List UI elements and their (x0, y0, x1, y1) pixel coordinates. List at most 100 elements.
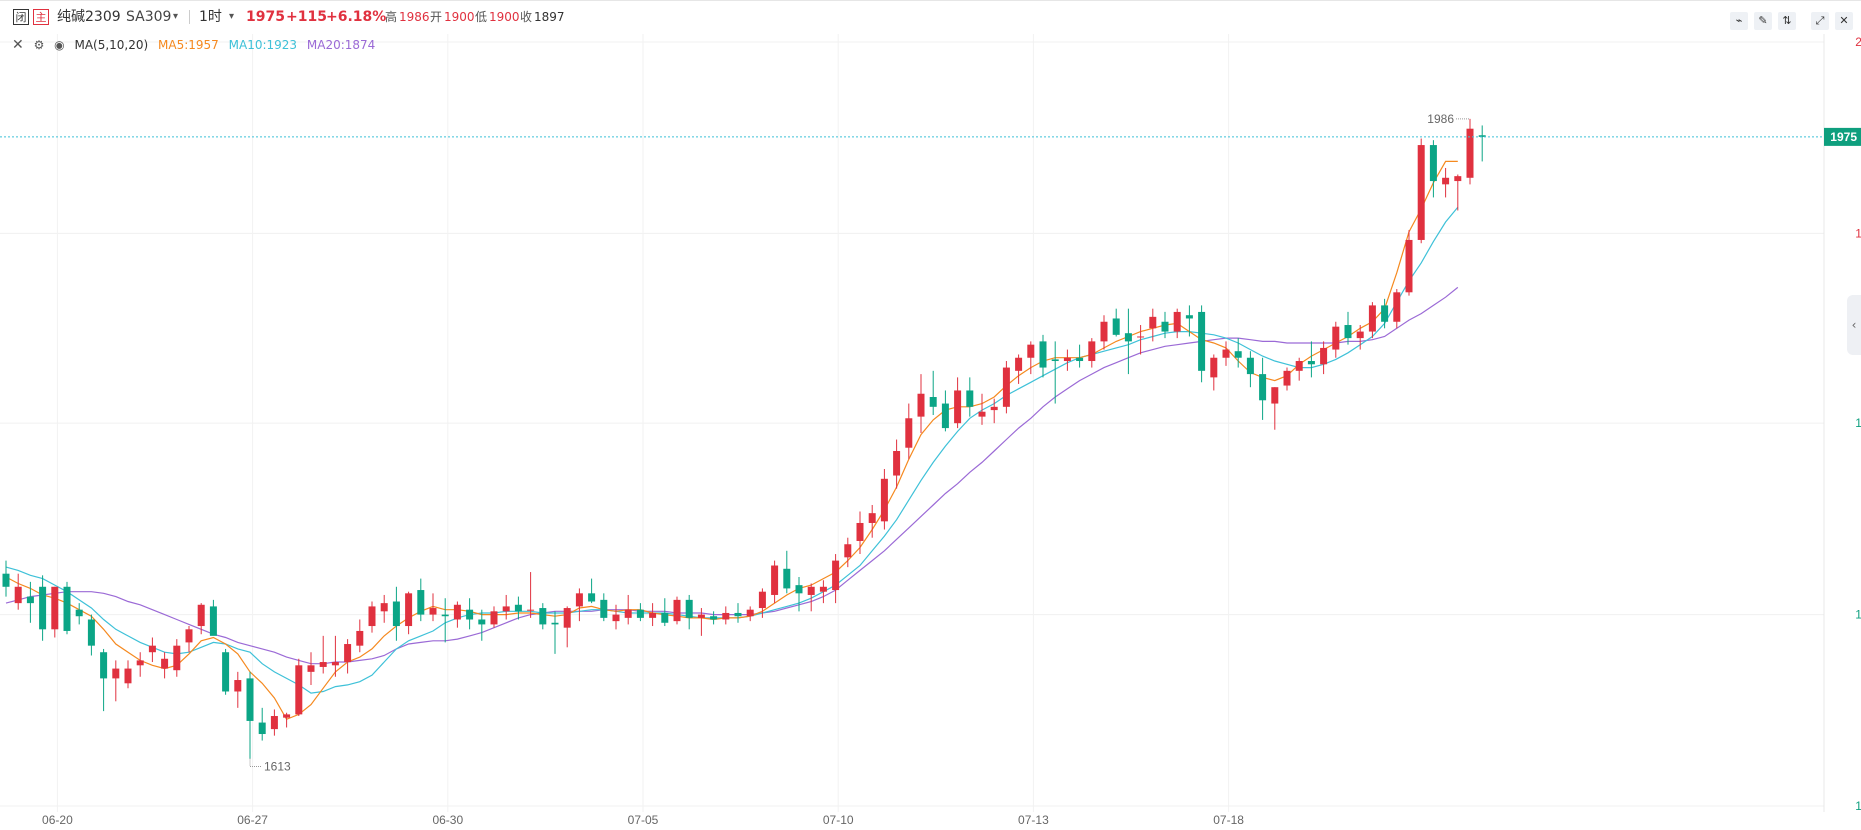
instrument-code[interactable]: SA309 (126, 9, 172, 25)
candle-body (1039, 341, 1047, 368)
period-select[interactable]: 1时 (199, 9, 222, 25)
candle-body (1051, 359, 1059, 362)
candle (234, 671, 242, 708)
chevron-down-icon[interactable]: ▾ (229, 11, 235, 22)
close-icon[interactable]: ✕ (12, 37, 24, 53)
candle (270, 709, 278, 736)
candle (380, 594, 388, 623)
candle (161, 652, 169, 679)
candle-body (1283, 370, 1291, 386)
collapse-panel-icon[interactable]: ‹ (1847, 295, 1861, 355)
candle (1185, 305, 1193, 337)
chevron-down-icon[interactable]: ▾ (173, 11, 179, 22)
candle-body (1295, 361, 1303, 371)
candle-body (917, 393, 925, 417)
candle (1356, 325, 1364, 350)
candle-body (1356, 331, 1364, 339)
candle (807, 583, 815, 612)
min-price-label: 1613 (264, 760, 291, 774)
candle (1198, 305, 1206, 383)
ma5-line (5, 160, 1458, 721)
candle (1039, 334, 1047, 378)
candle (612, 604, 620, 630)
candle (771, 560, 779, 604)
candle (1063, 349, 1071, 371)
expand-icon[interactable]: ⤢ (1811, 12, 1829, 30)
close-market-badge[interactable]: 闭 (13, 9, 29, 25)
candle-body (905, 418, 913, 448)
candle (649, 603, 657, 627)
candle (331, 635, 339, 677)
eye-icon[interactable]: ◉ (54, 38, 65, 52)
candle (551, 611, 559, 654)
time-tick-label: 07-10 (823, 813, 854, 827)
candle (39, 575, 47, 641)
candle-body (990, 406, 998, 411)
indicator-legend: ✕ ⚙ ◉ MA(5,10,20) MA5:1957 MA10:1923 MA2… (12, 36, 381, 54)
candle (1344, 311, 1352, 345)
divider (189, 10, 190, 24)
candle (1283, 367, 1291, 391)
candle (502, 594, 510, 620)
high-label: 高 (385, 10, 398, 24)
candle (392, 586, 400, 641)
candle (966, 377, 974, 417)
candle (832, 554, 840, 604)
candle-body (441, 614, 449, 617)
ma20-line (5, 286, 1459, 665)
candle-body (1405, 239, 1413, 293)
candle (2, 560, 10, 597)
line-tool-icon[interactable]: ⌁ (1730, 12, 1748, 30)
candle (1051, 341, 1059, 404)
candle (1002, 361, 1010, 414)
candle (1466, 118, 1474, 185)
main-contract-badge[interactable]: 主 (33, 9, 49, 25)
candle (783, 550, 791, 594)
candle (222, 648, 230, 695)
compare-icon[interactable]: ⇅ (1778, 12, 1796, 30)
candle (1271, 387, 1279, 430)
candle-body (234, 680, 242, 692)
candle (453, 601, 461, 628)
candle-body (490, 611, 498, 625)
candle (685, 594, 693, 630)
candle (1112, 308, 1120, 337)
candle (880, 468, 888, 530)
candle (185, 626, 193, 653)
close-window-icon[interactable]: ✕ (1835, 12, 1853, 30)
candle-body (697, 614, 705, 618)
candle-body (307, 665, 315, 672)
candle-body (209, 606, 217, 636)
candle-body (1307, 361, 1315, 365)
candle (1368, 302, 1376, 339)
candle-body (966, 390, 974, 407)
candle-body (1320, 347, 1328, 365)
candle (112, 660, 120, 702)
candle (1161, 311, 1169, 339)
candle-body (746, 609, 754, 617)
candle-body (295, 665, 303, 715)
candle-body (819, 586, 827, 592)
candle (673, 596, 681, 625)
instrument-name[interactable]: 纯碱2309 (57, 9, 121, 25)
candle (173, 639, 181, 677)
candle-body (392, 601, 400, 627)
candle (283, 712, 291, 728)
candle (417, 578, 425, 622)
candles (2, 118, 1486, 759)
candle-body (783, 568, 791, 589)
candle (844, 537, 852, 568)
max-price-label: 1986 (1427, 112, 1454, 126)
candle-body (1002, 367, 1010, 407)
settings-icon[interactable]: ⚙ (33, 38, 45, 52)
candle-body (1063, 357, 1071, 362)
ma10-polyline (5, 206, 1459, 694)
candle (1307, 341, 1315, 378)
candle (1027, 341, 1035, 375)
pen-icon[interactable]: ✎ (1754, 12, 1772, 30)
candle-body (1246, 357, 1254, 375)
candle-body (832, 560, 840, 591)
ma10-value: MA10:1923 (228, 38, 298, 52)
candle-body (26, 596, 34, 604)
